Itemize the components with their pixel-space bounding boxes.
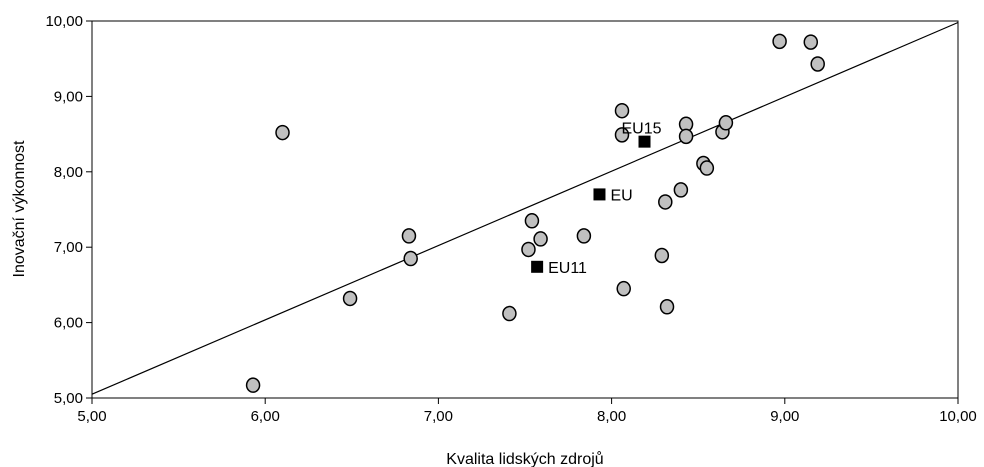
y-tick-label: 8,00 — [54, 164, 83, 181]
data-point — [275, 124, 290, 141]
x-tick-label: 7,00 — [424, 408, 453, 425]
data-points — [245, 33, 825, 393]
plot-area — [91, 20, 959, 399]
data-point — [810, 56, 825, 72]
highlight-marker — [638, 135, 651, 148]
data-point — [614, 127, 630, 143]
y-tick-label: 7,00 — [54, 239, 83, 256]
data-point — [616, 280, 631, 297]
data-point — [524, 213, 540, 229]
highlight-label: EU11 — [548, 260, 587, 277]
x-tick-label: 8,00 — [597, 408, 626, 425]
data-point — [521, 241, 536, 258]
highlighted-points: EU15 EU EU11 — [531, 121, 662, 277]
trendline — [91, 21, 959, 395]
data-point — [678, 128, 694, 145]
x-tick-label: 10,00 — [939, 408, 977, 425]
data-point — [718, 115, 734, 131]
data-point — [654, 247, 670, 264]
y-tick-label: 6,00 — [54, 315, 83, 332]
data-point — [659, 299, 675, 315]
data-point — [403, 250, 418, 267]
highlight-marker — [593, 188, 606, 201]
data-point — [673, 182, 689, 198]
x-axis: 5,00 6,00 7,00 8,00 9,00 10,00 — [77, 398, 977, 425]
y-axis-title: Inovační výkonnost — [11, 140, 28, 278]
y-tick-label: 9,00 — [54, 88, 83, 105]
x-tick-label: 6,00 — [251, 408, 280, 425]
y-tick-label: 10,00 — [45, 13, 83, 30]
highlight-label: EU — [610, 187, 632, 204]
x-tick-label: 9,00 — [770, 408, 799, 425]
data-point — [699, 160, 715, 176]
data-point — [342, 290, 358, 307]
x-axis-title: Kvalita lidských zdrojů — [446, 450, 603, 467]
data-point — [502, 305, 517, 322]
y-axis: 5,00 6,00 7,00 8,00 9,00 10,00 — [45, 13, 92, 407]
data-point — [576, 228, 592, 244]
data-point — [772, 33, 787, 50]
data-point — [245, 377, 261, 393]
highlight-marker — [531, 260, 544, 273]
data-point — [401, 228, 417, 244]
x-tick-label: 5,00 — [77, 408, 106, 425]
data-point — [533, 231, 548, 247]
data-point — [803, 34, 819, 50]
y-tick-label: 5,00 — [54, 390, 83, 407]
highlight-label: EU15 — [622, 121, 662, 138]
data-point — [658, 194, 673, 210]
data-point — [614, 102, 630, 119]
